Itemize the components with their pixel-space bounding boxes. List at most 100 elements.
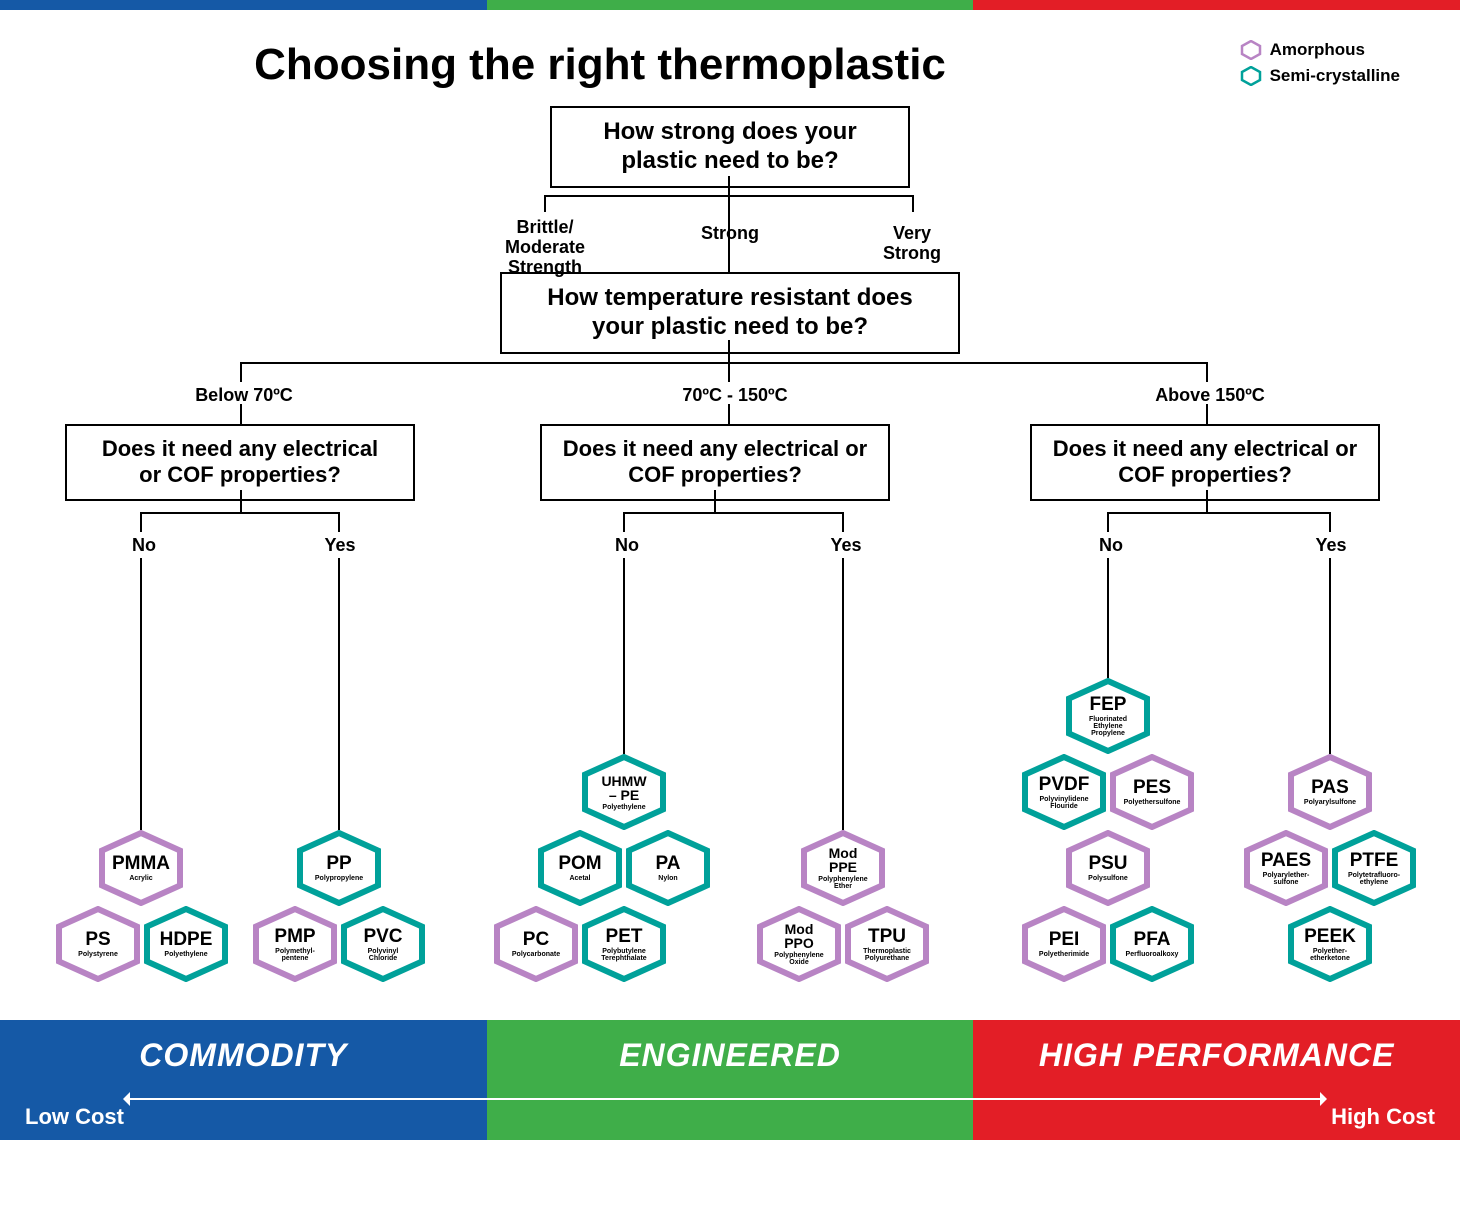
material-hex-pvdf: PVDF PolyvinylideneFlouride	[1021, 754, 1107, 830]
option-label: Brittle/Moderate Strength	[470, 218, 620, 277]
material-hex-ptfe: PTFEPolytetrafluoro-ethylene	[1331, 830, 1417, 906]
material-hex-ps: PS Polystyrene	[55, 906, 141, 982]
option-label: Yes	[1311, 536, 1351, 556]
connector-line	[728, 340, 730, 362]
category-engineered: ENGINEERED	[487, 1020, 974, 1090]
material-name: Polyethylene	[164, 951, 207, 958]
material-code: FEP	[1090, 695, 1127, 714]
material-hex-pvc: PVCPolyvinylChloride	[340, 906, 426, 982]
connector-line	[728, 404, 730, 424]
option-label: Strong	[700, 224, 760, 244]
material-code: PES	[1133, 778, 1171, 797]
material-hex-psu: PSU Polysulfone	[1065, 830, 1151, 906]
material-code: POM	[558, 854, 601, 873]
connector-line	[240, 362, 1206, 364]
hexagon-icon	[1240, 40, 1262, 60]
hexagon-icon	[1240, 66, 1262, 86]
material-name: Acetal	[569, 875, 590, 882]
material-name: Polyethersulfone	[1124, 799, 1181, 806]
category-commodity: COMMODITY	[0, 1020, 487, 1090]
option-label: Above 150ºC	[1150, 386, 1270, 406]
material-name: Polysulfone	[1088, 875, 1128, 882]
material-code: PMP	[274, 927, 315, 946]
material-code: PC	[523, 930, 549, 949]
connector-line	[1107, 512, 1329, 514]
top-stripe	[0, 0, 1460, 10]
connector-line	[140, 512, 340, 514]
cost-arrow: Low Cost High Cost	[0, 1090, 1460, 1140]
bottom-categories: COMMODITY ENGINEERED HIGH PERFORMANCE Lo…	[0, 1020, 1460, 1140]
material-code: PS	[85, 930, 110, 949]
material-name: Polytetrafluoro-ethylene	[1348, 872, 1400, 886]
material-code: PAES	[1261, 851, 1311, 870]
material-code: PET	[606, 927, 643, 946]
connector-line	[1107, 558, 1109, 678]
legend: Amorphous Semi-crystalline	[1240, 40, 1400, 92]
material-code: PVDF	[1039, 775, 1090, 794]
material-hex-ppo: ModPPOPolyphenyleneOxide	[756, 906, 842, 982]
stripe-red	[973, 0, 1460, 10]
legend-semi: Semi-crystalline	[1240, 66, 1400, 86]
option-label: Yes	[826, 536, 866, 556]
material-hex-pom: POM Acetal	[537, 830, 623, 906]
connector-line	[1206, 404, 1208, 424]
material-code: PEEK	[1304, 927, 1356, 946]
low-cost-label: Low Cost	[25, 1104, 124, 1130]
material-code: UHMW– PE	[601, 774, 646, 802]
material-name: PolybutyleneTerephthalate	[601, 948, 646, 962]
high-cost-label: High Cost	[1331, 1104, 1435, 1130]
connector-line	[623, 558, 625, 754]
material-hex-fep: FEP FluorinatedEthylenePropylene	[1065, 678, 1151, 754]
material-code: ModPPE	[829, 846, 858, 874]
connector-line	[240, 404, 242, 424]
connector-line	[842, 512, 844, 532]
material-hex-hdpe: HDPE Polyethylene	[143, 906, 229, 982]
material-hex-tpu: TPUThermoplasticPolyurethane	[844, 906, 930, 982]
option-label: No	[1091, 536, 1131, 556]
material-hex-pmp: PMPPolymethyl-pentene	[252, 906, 338, 982]
material-name: PolyvinylChloride	[368, 948, 399, 962]
material-name: Acrylic	[129, 875, 152, 882]
material-name: Polyetherimide	[1039, 951, 1089, 958]
connector-line	[140, 512, 142, 532]
material-hex-pmma: PMMAAcrylic	[98, 830, 184, 906]
material-name: Nylon	[658, 875, 677, 882]
material-code: PP	[326, 854, 351, 873]
option-label: 70ºC - 150ºC	[670, 386, 800, 406]
material-name: Polystyrene	[78, 951, 118, 958]
material-name: Polyarylether-sulfone	[1263, 872, 1310, 886]
material-hex-pei: PEI Polyetherimide	[1021, 906, 1107, 982]
material-hex-pa: PA Nylon	[625, 830, 711, 906]
arrow-line	[130, 1098, 1320, 1100]
connector-line	[842, 558, 844, 830]
material-code: PA	[656, 854, 681, 873]
material-hex-pp: PP Polypropylene	[296, 830, 382, 906]
category-row: COMMODITY ENGINEERED HIGH PERFORMANCE	[0, 1020, 1460, 1090]
material-name: Polypropylene	[315, 875, 363, 882]
material-name: PolyvinylideneFlouride	[1039, 796, 1088, 810]
material-code: HDPE	[160, 930, 213, 949]
connector-line	[1206, 362, 1208, 382]
page: Choosing the right thermoplastic Amorpho…	[0, 0, 1460, 1205]
legend-semi-label: Semi-crystalline	[1270, 66, 1400, 86]
material-hex-uhmwpe: UHMW– PEPolyethylene	[581, 754, 667, 830]
material-hex-pc: PCPolycarbonate	[493, 906, 579, 982]
material-code: PSU	[1088, 854, 1127, 873]
material-hex-paes: PAES Polyarylether-sulfone	[1243, 830, 1329, 906]
material-name: FluorinatedEthylenePropylene	[1089, 716, 1127, 737]
material-hex-peek: PEEKPolyether-etherketone	[1287, 906, 1373, 982]
material-name: PolyphenyleneEther	[818, 876, 867, 890]
connector-line	[140, 558, 142, 830]
legend-amorphous: Amorphous	[1240, 40, 1400, 60]
material-code: PEI	[1049, 930, 1080, 949]
option-label: No	[607, 536, 647, 556]
material-name: Perfluoroalkoxy	[1126, 951, 1179, 958]
connector-line	[1329, 512, 1331, 532]
connector-line	[1107, 512, 1109, 532]
option-label: Below 70ºC	[184, 386, 304, 406]
connector-line	[912, 196, 914, 212]
connector-line	[240, 362, 242, 382]
material-hex-ppe: ModPPE PolyphenyleneEther	[800, 830, 886, 906]
option-label: Very Strong	[862, 224, 962, 264]
material-hex-pas: PASPolyarylsulfone	[1287, 754, 1373, 830]
